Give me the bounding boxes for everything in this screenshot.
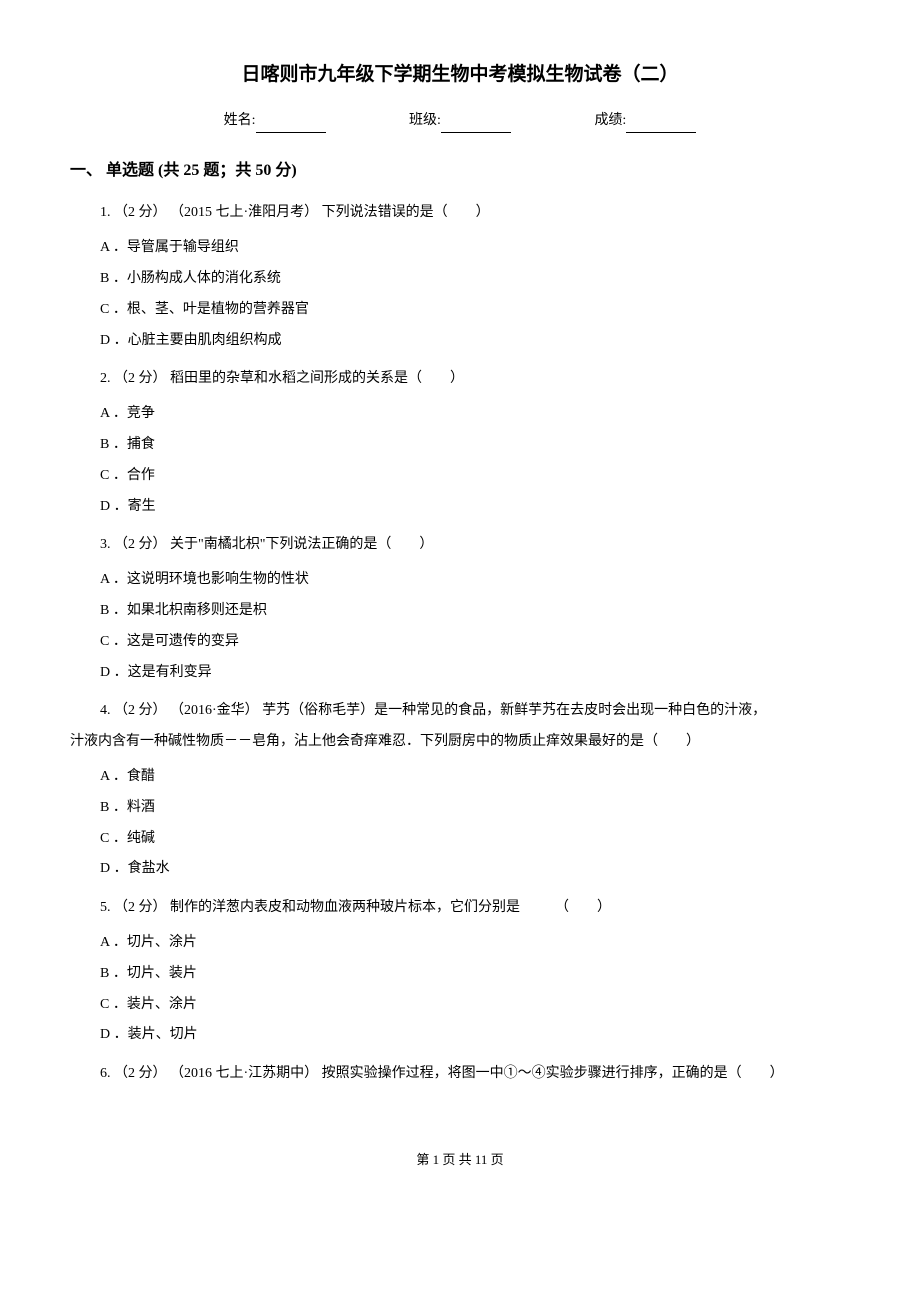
class-field: 班级:	[409, 110, 511, 132]
option-d: D ．这是有利变异	[100, 658, 850, 689]
question-num: 3.	[100, 537, 111, 552]
section-header: 一、 单选题 (共 25 题；共 50 分)	[70, 158, 850, 184]
name-blank	[256, 119, 326, 133]
question-stem: 下列说法错误的是（ ）	[322, 205, 490, 220]
question-num: 1.	[100, 205, 111, 220]
page-footer: 第 1 页 共 11 页	[70, 1150, 850, 1171]
question-num: 5.	[100, 900, 111, 915]
option-d: D ．装片、切片	[100, 1020, 850, 1051]
option-b: B ．料酒	[100, 793, 850, 824]
question-stem: 按照实验操作过程，将图一中①～④实验步骤进行排序，正确的是（ ）	[322, 1066, 784, 1081]
question-stem: 稻田里的杂草和水稻之间形成的关系是（ ）	[170, 371, 464, 386]
question-source: （2015 七上·淮阳月考）	[170, 205, 318, 220]
option-d: D ．寄生	[100, 492, 850, 523]
option-c: C ．合作	[100, 461, 850, 492]
option-c: C ．这是可遗传的变异	[100, 627, 850, 658]
question-text: 3. （2 分） 关于"南橘北枳"下列说法正确的是（ ）	[100, 530, 850, 561]
question-num: 6.	[100, 1066, 111, 1081]
score-label: 成绩:	[594, 113, 626, 128]
option-b: B ．小肠构成人体的消化系统	[100, 264, 850, 295]
option-b: B ．切片、装片	[100, 959, 850, 990]
question-text-line2: 汁液内含有一种碱性物质－－皂角，沾上他会奇痒难忍．下列厨房中的物质止痒效果最好的…	[70, 727, 850, 758]
option-a: A ．这说明环境也影响生物的性状	[100, 565, 850, 596]
question-5: 5. （2 分） 制作的洋葱内表皮和动物血液两种玻片标本，它们分别是 （ ） A…	[70, 893, 850, 1051]
question-source: （2016 七上·江苏期中）	[170, 1066, 318, 1081]
question-num: 4.	[100, 703, 111, 718]
question-stem: 芋艿（俗称毛芋）是一种常见的食品，新鲜芋艿在去皮时会出现一种白色的汁液，	[262, 703, 766, 718]
option-c: C ．纯碱	[100, 824, 850, 855]
question-6: 6. （2 分） （2016 七上·江苏期中） 按照实验操作过程，将图一中①～④…	[70, 1059, 850, 1090]
score-field: 成绩:	[594, 110, 696, 132]
question-stem: 制作的洋葱内表皮和动物血液两种玻片标本，它们分别是 （ ）	[170, 900, 611, 915]
question-text: 5. （2 分） 制作的洋葱内表皮和动物血液两种玻片标本，它们分别是 （ ）	[100, 893, 850, 924]
option-d: D ．心脏主要由肌肉组织构成	[100, 326, 850, 357]
name-field: 姓名:	[224, 110, 326, 132]
question-points: （2 分）	[114, 1066, 167, 1081]
option-a: A ．导管属于输导组织	[100, 233, 850, 264]
option-a: A ．食醋	[100, 762, 850, 793]
option-c: C ．根、茎、叶是植物的营养器官	[100, 295, 850, 326]
question-num: 2.	[100, 371, 111, 386]
question-points: （2 分）	[114, 900, 167, 915]
question-points: （2 分）	[114, 703, 167, 718]
option-b: B ．如果北枳南移则还是枳	[100, 596, 850, 627]
question-3: 3. （2 分） 关于"南橘北枳"下列说法正确的是（ ） A ．这说明环境也影响…	[70, 530, 850, 688]
question-points: （2 分）	[114, 537, 167, 552]
question-points: （2 分）	[114, 205, 167, 220]
option-a: A ．切片、涂片	[100, 928, 850, 959]
student-info-row: 姓名: 班级: 成绩:	[70, 110, 850, 132]
question-points: （2 分）	[114, 371, 167, 386]
name-label: 姓名:	[224, 113, 256, 128]
question-text: 1. （2 分） （2015 七上·淮阳月考） 下列说法错误的是（ ）	[100, 198, 850, 229]
question-2: 2. （2 分） 稻田里的杂草和水稻之间形成的关系是（ ） A ．竞争 B ．捕…	[70, 364, 850, 522]
option-d: D ．食盐水	[100, 854, 850, 885]
option-c: C ．装片、涂片	[100, 990, 850, 1021]
question-source: （2016·金华）	[170, 703, 259, 718]
question-4: 4. （2 分） （2016·金华） 芋艿（俗称毛芋）是一种常见的食品，新鲜芋艿…	[70, 696, 850, 885]
question-text: 2. （2 分） 稻田里的杂草和水稻之间形成的关系是（ ）	[100, 364, 850, 395]
class-label: 班级:	[409, 113, 441, 128]
score-blank	[626, 119, 696, 133]
question-text-line1: 4. （2 分） （2016·金华） 芋艿（俗称毛芋）是一种常见的食品，新鲜芋艿…	[70, 696, 850, 727]
question-stem: 关于"南橘北枳"下列说法正确的是（ ）	[170, 537, 433, 552]
option-a: A ．竞争	[100, 399, 850, 430]
question-text: 6. （2 分） （2016 七上·江苏期中） 按照实验操作过程，将图一中①～④…	[100, 1059, 850, 1090]
class-blank	[441, 119, 511, 133]
exam-title: 日喀则市九年级下学期生物中考模拟生物试卷（二）	[70, 60, 850, 90]
option-b: B ．捕食	[100, 430, 850, 461]
question-1: 1. （2 分） （2015 七上·淮阳月考） 下列说法错误的是（ ） A ．导…	[70, 198, 850, 356]
